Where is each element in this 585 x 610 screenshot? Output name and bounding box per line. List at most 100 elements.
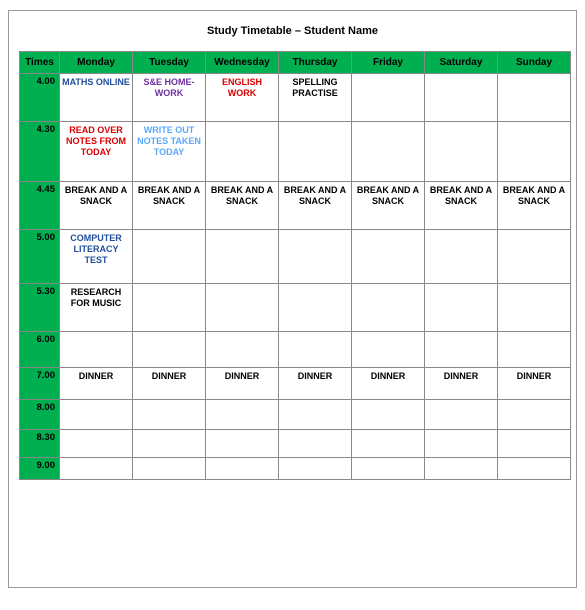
cell (206, 230, 279, 284)
cell: RESEARCH FOR MUSIC (60, 284, 133, 332)
time-cell: 9.00 (20, 458, 60, 480)
cell (425, 230, 498, 284)
cell (133, 430, 206, 458)
cell (206, 284, 279, 332)
col-monday: Monday (60, 52, 133, 74)
cell (133, 284, 206, 332)
cell (279, 400, 352, 430)
col-saturday: Saturday (425, 52, 498, 74)
cell (352, 332, 425, 368)
col-sunday: Sunday (498, 52, 571, 74)
cell: BREAK AND A SNACK (498, 182, 571, 230)
table-row: 5.30RESEARCH FOR MUSIC (20, 284, 571, 332)
header-row: Times Monday Tuesday Wednesday Thursday … (20, 52, 571, 74)
cell (60, 430, 133, 458)
time-cell: 8.30 (20, 430, 60, 458)
time-cell: 4.30 (20, 122, 60, 182)
cell: DINNER (60, 368, 133, 400)
cell: MATHS ONLINE (60, 74, 133, 122)
cell (279, 430, 352, 458)
table-row: 4.00MATHS ONLINES&E HOME-WORKENGLISH WOR… (20, 74, 571, 122)
cell (352, 230, 425, 284)
cell: BREAK AND A SNACK (425, 182, 498, 230)
table-row: 8.00 (20, 400, 571, 430)
cell (498, 430, 571, 458)
cell (60, 400, 133, 430)
table-row: 8.30 (20, 430, 571, 458)
timetable-page: Study Timetable – Student Name Times Mon… (8, 10, 577, 588)
cell (425, 122, 498, 182)
cell (352, 284, 425, 332)
cell: BREAK AND A SNACK (279, 182, 352, 230)
cell (425, 332, 498, 368)
table-row: 6.00 (20, 332, 571, 368)
cell (352, 122, 425, 182)
cell (425, 430, 498, 458)
cell: DINNER (133, 368, 206, 400)
cell (60, 458, 133, 480)
col-tuesday: Tuesday (133, 52, 206, 74)
cell: WRITE OUT NOTES TAKEN TODAY (133, 122, 206, 182)
cell (133, 458, 206, 480)
col-wednesday: Wednesday (206, 52, 279, 74)
col-times: Times (20, 52, 60, 74)
cell (498, 284, 571, 332)
cell (352, 430, 425, 458)
cell: BREAK AND A SNACK (206, 182, 279, 230)
cell (133, 400, 206, 430)
cell (498, 230, 571, 284)
time-cell: 7.00 (20, 368, 60, 400)
cell: ENGLISH WORK (206, 74, 279, 122)
cell: READ OVER NOTES FROM TODAY (60, 122, 133, 182)
cell (206, 430, 279, 458)
col-friday: Friday (352, 52, 425, 74)
cell (498, 122, 571, 182)
time-cell: 5.00 (20, 230, 60, 284)
cell (279, 284, 352, 332)
cell (352, 400, 425, 430)
table-row: 9.00 (20, 458, 571, 480)
cell (206, 332, 279, 368)
cell: DINNER (279, 368, 352, 400)
cell (498, 400, 571, 430)
cell: BREAK AND A SNACK (352, 182, 425, 230)
cell (133, 332, 206, 368)
time-cell: 5.30 (20, 284, 60, 332)
cell: DINNER (498, 368, 571, 400)
cell (206, 400, 279, 430)
cell (425, 74, 498, 122)
cell: BREAK AND A SNACK (133, 182, 206, 230)
timetable: Times Monday Tuesday Wednesday Thursday … (19, 51, 571, 480)
cell (206, 122, 279, 182)
cell: DINNER (206, 368, 279, 400)
cell (498, 458, 571, 480)
cell: DINNER (352, 368, 425, 400)
col-thursday: Thursday (279, 52, 352, 74)
cell (425, 400, 498, 430)
cell (60, 332, 133, 368)
cell: COMPUTER LITERACY TEST (60, 230, 133, 284)
cell: DINNER (425, 368, 498, 400)
time-cell: 4.45 (20, 182, 60, 230)
table-row: 5.00COMPUTER LITERACY TEST (20, 230, 571, 284)
cell: S&E HOME-WORK (133, 74, 206, 122)
cell (279, 122, 352, 182)
cell (425, 284, 498, 332)
table-row: 4.45BREAK AND A SNACKBREAK AND A SNACKBR… (20, 182, 571, 230)
cell (279, 230, 352, 284)
cell (352, 74, 425, 122)
cell (425, 458, 498, 480)
cell: BREAK AND A SNACK (60, 182, 133, 230)
cell (352, 458, 425, 480)
table-row: 4.30READ OVER NOTES FROM TODAYWRITE OUT … (20, 122, 571, 182)
table-row: 7.00DINNERDINNERDINNERDINNERDINNERDINNER… (20, 368, 571, 400)
page-title: Study Timetable – Student Name (19, 25, 566, 37)
time-cell: 6.00 (20, 332, 60, 368)
cell (279, 332, 352, 368)
cell (498, 332, 571, 368)
time-cell: 8.00 (20, 400, 60, 430)
cell (498, 74, 571, 122)
cell (279, 458, 352, 480)
cell (206, 458, 279, 480)
cell: SPELLING PRACTISE (279, 74, 352, 122)
